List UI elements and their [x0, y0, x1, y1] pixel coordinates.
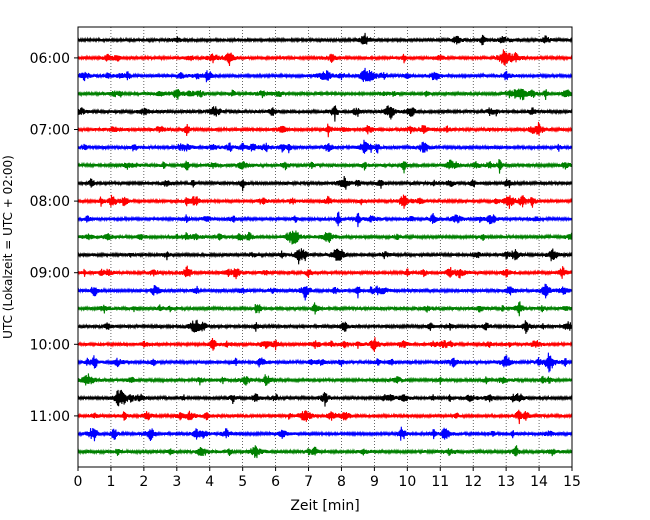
trace-1000 — [77, 337, 573, 352]
x-tick-label: 0 — [74, 474, 83, 490]
x-tick-label: 14 — [530, 474, 548, 490]
y-tick-label: 10:00 — [30, 337, 70, 353]
trace-1015 — [77, 352, 573, 373]
grid-lines — [110, 27, 540, 467]
x-axis: 0 1 2 3 4 5 6 7 8 9 10 11 12 13 14 15 — [74, 467, 581, 490]
x-tick-label: 8 — [337, 474, 346, 490]
y-tick-label: 07:00 — [30, 123, 70, 139]
x-tick-label: 12 — [464, 474, 482, 490]
trace-0715 — [77, 139, 573, 154]
x-tick-label: 1 — [106, 474, 115, 490]
x-tick-label: 6 — [271, 474, 280, 490]
trace-0615 — [77, 67, 573, 83]
trace-0915 — [77, 283, 573, 301]
trace-0545 — [77, 32, 573, 46]
trace-0930 — [77, 301, 573, 317]
trace-0630 — [77, 88, 573, 101]
trace-1115 — [77, 426, 573, 442]
trace-1130 — [77, 445, 573, 459]
trace-0645 — [77, 105, 573, 122]
trace-0815 — [77, 211, 573, 228]
trace-0745 — [77, 176, 573, 192]
trace-0600 — [77, 49, 573, 67]
y-axis-label: UTC (Lokalzeit = UTC + 02:00) — [1, 155, 15, 339]
trace-0845 — [77, 248, 573, 265]
trace-0700 — [77, 121, 573, 138]
trace-0730 — [77, 159, 573, 174]
x-tick-label: 4 — [205, 474, 214, 490]
x-tick-label: 2 — [139, 474, 148, 490]
x-tick-label: 9 — [370, 474, 379, 490]
x-tick-label: 15 — [563, 474, 581, 490]
x-tick-label: 11 — [431, 474, 449, 490]
y-tick-label: 06:00 — [30, 51, 70, 67]
x-tick-label: 13 — [497, 474, 515, 490]
x-tick-label: 5 — [238, 474, 247, 490]
trace-1030 — [77, 373, 573, 387]
x-tick-label: 3 — [172, 474, 181, 490]
trace-0800 — [77, 194, 573, 209]
x-tick-label: 7 — [304, 474, 313, 490]
trace-0945 — [77, 319, 573, 334]
trace-0900 — [77, 265, 573, 280]
trace-0830 — [77, 230, 573, 245]
y-tick-label: 09:00 — [30, 266, 70, 282]
y-tick-label: 11:00 — [30, 409, 70, 425]
plot-frame — [77, 26, 573, 468]
x-tick-label: 10 — [398, 474, 416, 490]
trace-1045 — [77, 389, 573, 407]
trace-1100 — [77, 409, 573, 425]
y-axis: 06:00 07:00 08:00 09:00 10:00 11:00 — [30, 51, 78, 425]
x-axis-label: Zeit [min] — [290, 498, 359, 514]
traces-group — [77, 32, 573, 459]
y-tick-label: 08:00 — [30, 194, 70, 210]
